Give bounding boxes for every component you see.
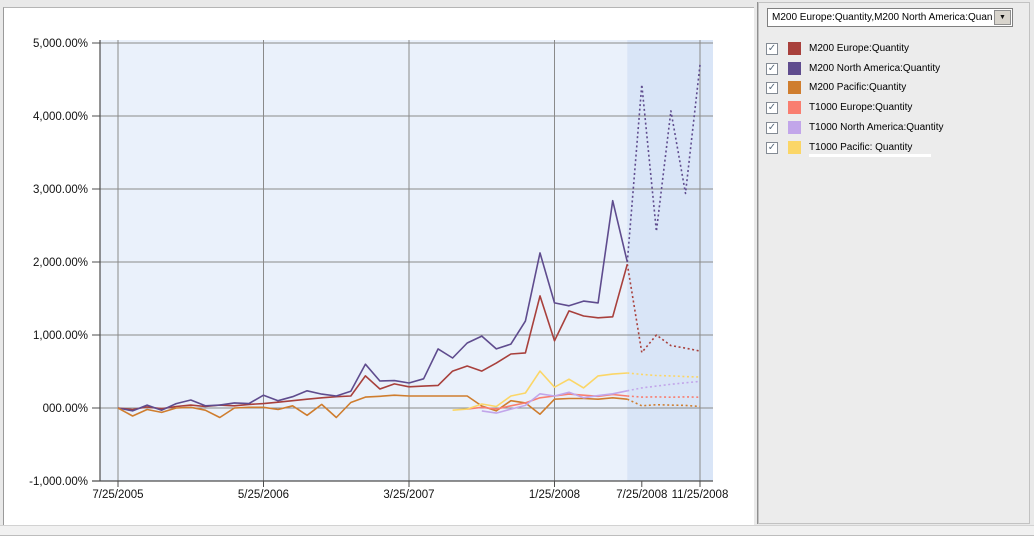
- series-line-t1000-pacific-quantity: [452, 370, 628, 411]
- legend-checkbox-t1000-europe[interactable]: ✓: [766, 102, 778, 114]
- legend-checkbox-m200-north-america[interactable]: ✓: [766, 63, 778, 75]
- legend-label: M200 North America:Quantity: [809, 63, 941, 74]
- legend-label: M200 Pacific:Quantity: [809, 82, 907, 93]
- series-line-m200-north-america-quantity: [117, 199, 629, 412]
- y-tick-label: 000.00%: [43, 403, 88, 415]
- x-tick-label: 11/25/2008: [672, 489, 729, 501]
- series-line-m200-europe-quantity: [117, 263, 629, 411]
- legend-swatch-t1000-pacific: [788, 141, 801, 154]
- legend-item-m200-pacific: ✓ M200 Pacific:Quantity: [766, 81, 1024, 97]
- series-selector-value: M200 Europe:Quantity,M200 North America:…: [772, 12, 992, 23]
- legend-checkbox-t1000-north-america[interactable]: ✓: [766, 122, 778, 134]
- legend-item-t1000-europe: ✓ T1000 Europe:Quantity: [766, 101, 1024, 117]
- legend-swatch-t1000-europe: [788, 101, 801, 114]
- series-line-t1000-north-america-quantity: [481, 390, 628, 414]
- checkmark-icon: ✓: [767, 82, 777, 93]
- x-tick-label: 1/25/2008: [529, 489, 580, 501]
- checkmark-icon: ✓: [767, 122, 777, 133]
- legend-panel: M200 Europe:Quantity,M200 North America:…: [758, 2, 1030, 524]
- legend-checkbox-t1000-pacific[interactable]: ✓: [766, 142, 778, 154]
- y-tick-label: 1,000.00%: [33, 330, 88, 342]
- y-tick-label: 2,000.00%: [33, 257, 88, 269]
- series-forecast-m200-europe-quantity: [626, 264, 701, 354]
- legend-swatch-m200-pacific: [788, 81, 801, 94]
- legend-item-t1000-north-america: ✓ T1000 North America:Quantity: [766, 121, 1024, 137]
- legend-label: T1000 North America:Quantity: [809, 122, 944, 133]
- x-tick-label: 5/25/2006: [238, 489, 289, 501]
- legend-item-m200-europe: ✓ M200 Europe:Quantity: [766, 42, 1024, 58]
- x-tick-label: 3/25/2007: [383, 489, 434, 501]
- checkmark-icon: ✓: [767, 43, 777, 54]
- y-tick-label: 5,000.00%: [33, 38, 88, 50]
- x-tick-label: 7/25/2008: [616, 489, 667, 501]
- checkmark-icon: ✓: [767, 142, 777, 153]
- legend-highlight: [809, 154, 931, 157]
- series-selector-dropdown[interactable]: M200 Europe:Quantity,M200 North America:…: [767, 8, 1013, 27]
- plot-area: [100, 40, 713, 481]
- panel-divider: [757, 2, 758, 524]
- dropdown-arrow-icon[interactable]: ▼: [994, 10, 1011, 25]
- status-bar: [0, 525, 1034, 536]
- legend-swatch-m200-north-america: [788, 62, 801, 75]
- legend-item-m200-north-america: ✓ M200 North America:Quantity: [766, 62, 1024, 78]
- series-forecast-t1000-pacific-quantity: [627, 372, 701, 378]
- legend-swatch-t1000-north-america: [788, 121, 801, 134]
- series-forecast-t1000-europe-quantity: [627, 395, 701, 399]
- legend-item-t1000-pacific: ✓ T1000 Pacific: Quantity: [766, 141, 1024, 157]
- legend-label: T1000 Europe:Quantity: [809, 102, 913, 113]
- checkmark-icon: ✓: [767, 63, 777, 74]
- forecast-line-chart: 5,000.00% 4,000.00% 3,000.00% 2,000.00% 1,00…: [29, 38, 729, 501]
- series-forecast-m200-north-america-quantity: [626, 64, 701, 263]
- legend-checkbox-m200-europe[interactable]: ✓: [766, 43, 778, 55]
- checkmark-icon: ✓: [767, 102, 777, 113]
- series-forecast-t1000-north-america-quantity: [627, 380, 701, 392]
- series-forecast-m200-pacific-quantity: [626, 398, 701, 408]
- y-tick-label: 4,000.00%: [33, 111, 88, 123]
- y-tick-label: -1,000.00%: [29, 476, 88, 488]
- legend-swatch-m200-europe: [788, 42, 801, 55]
- legend-checkbox-m200-pacific[interactable]: ✓: [766, 82, 778, 94]
- legend-label: M200 Europe:Quantity: [809, 43, 910, 54]
- legend-label: T1000 Pacific: Quantity: [809, 142, 913, 153]
- series-line-m200-pacific-quantity: [117, 394, 628, 419]
- x-tick-label: 7/25/2005: [92, 489, 143, 501]
- y-tick-label: 3,000.00%: [33, 184, 88, 196]
